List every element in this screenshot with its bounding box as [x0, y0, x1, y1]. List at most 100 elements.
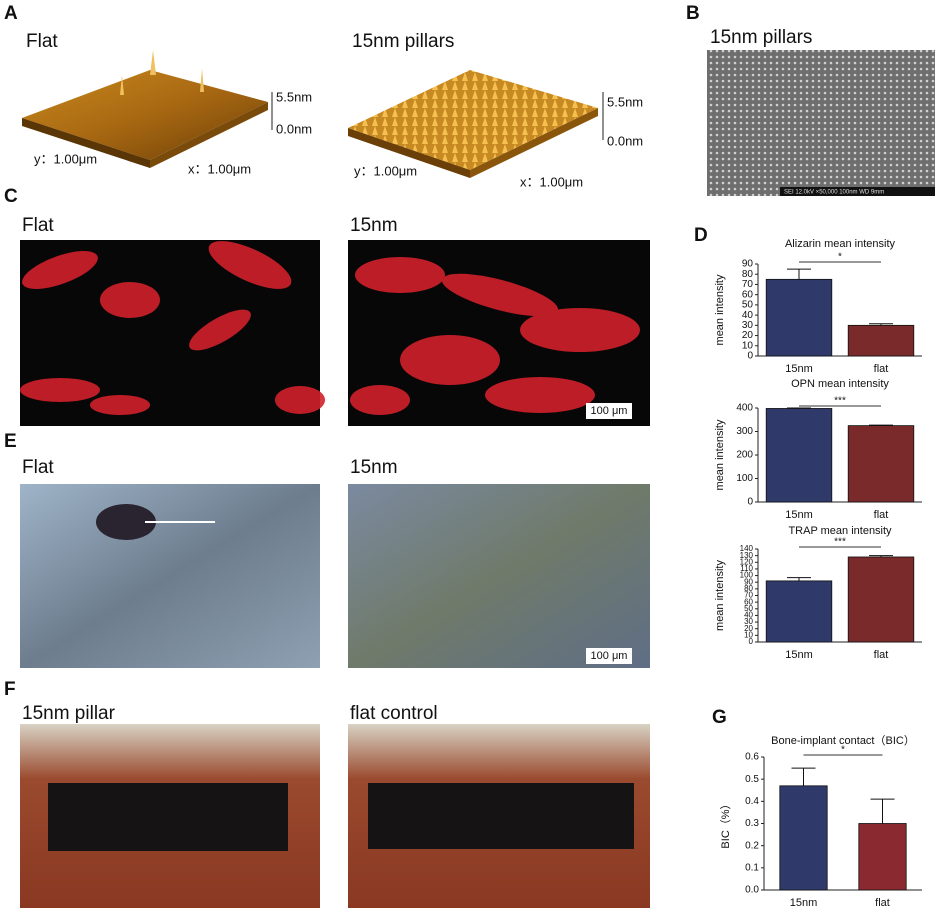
afm-edge — [150, 102, 268, 168]
y-tick-label: 90 — [742, 259, 754, 270]
y-tick-label: 90 — [744, 577, 753, 586]
z-label: 0.0nm — [276, 121, 312, 136]
afm-edge — [348, 128, 470, 178]
scale-bar: 100 μm — [591, 650, 628, 662]
afm-surface — [348, 70, 598, 170]
y-tick-label: 0 — [749, 637, 754, 646]
panel-title: 15nm pillars — [710, 27, 812, 48]
scale-bar: 100 μm — [591, 405, 628, 417]
y-axis-label: mean intensity — [714, 560, 726, 631]
x-tick-label: flat — [874, 363, 889, 375]
x-tick-label: flat — [874, 649, 889, 661]
y-axis-label: BIC（%） — [719, 798, 732, 848]
error-bar — [791, 767, 816, 786]
y-tick-label: 40 — [744, 611, 753, 620]
chart-title: Bone-implant contact（BIC） — [771, 734, 915, 747]
y-tick-label: 30 — [742, 320, 754, 331]
y-tick-label: 110 — [740, 564, 753, 573]
y-tick-label: 40 — [742, 310, 754, 321]
sem-infobar — [780, 187, 935, 196]
significance: *** — [834, 537, 846, 548]
y-tick-label: 50 — [744, 604, 753, 613]
panel-title: Flat — [26, 31, 58, 52]
x-tick-label: 15nm — [790, 897, 818, 909]
axis-extent: y：1.00μm — [354, 163, 417, 178]
x-tick-label: 15nm — [785, 509, 813, 521]
y-tick-label: 400 — [736, 403, 753, 414]
sem-info: SEI 12.0kV ×50,000 100nm WD 9mm — [784, 190, 884, 196]
significance: * — [841, 745, 845, 756]
y-tick-label: 60 — [742, 289, 754, 300]
bar — [765, 278, 833, 357]
y-tick-label: 140 — [740, 544, 754, 553]
axis-extent: x：1.00μm — [188, 161, 251, 176]
y-tick-label: 30 — [744, 617, 753, 626]
y-tick-label: 0.6 — [745, 752, 759, 763]
y-tick-label: 60 — [744, 597, 753, 606]
panel-title: flat control — [350, 703, 438, 724]
panel-letter: D — [694, 225, 708, 246]
x-tick-label: 15nm — [785, 649, 813, 661]
y-tick-label: 100 — [736, 473, 753, 484]
scale-bar-box — [586, 403, 632, 419]
panel-letter: E — [4, 431, 17, 452]
histology-feature — [96, 504, 156, 540]
y-tick-label: 20 — [742, 330, 754, 341]
scale-bar-box — [586, 648, 632, 664]
y-tick-label: 0 — [747, 497, 753, 508]
y-tick-label: 0 — [747, 351, 753, 362]
implant — [368, 783, 634, 849]
significance: *** — [834, 396, 846, 407]
y-axis-label: mean intensity — [714, 274, 726, 345]
y-axis-label: mean intensity — [714, 419, 726, 490]
error-bar — [869, 323, 893, 326]
y-tick-label: 0.2 — [745, 840, 759, 851]
chart-title: TRAP mean intensity — [788, 525, 892, 537]
implant — [48, 783, 288, 851]
significance: * — [838, 252, 842, 263]
y-tick-label: 70 — [744, 591, 753, 600]
histology-image — [20, 484, 320, 668]
y-tick-label: 10 — [742, 340, 754, 351]
error-bar — [870, 798, 895, 824]
y-tick-label: 0.1 — [745, 862, 759, 873]
panel-letter: F — [4, 679, 16, 700]
axis-extent: y：1.00μm — [34, 151, 97, 166]
bar — [847, 324, 915, 357]
y-tick-label: 70 — [742, 279, 754, 290]
chart-title: Alizarin mean intensity — [785, 238, 896, 250]
panel-title: 15nm pillar — [22, 703, 116, 724]
y-tick-label: 0.3 — [745, 818, 759, 829]
bar — [765, 408, 833, 503]
bar — [765, 580, 833, 643]
y-tick-label: 130 — [740, 551, 754, 560]
bar — [847, 556, 915, 643]
y-tick-label: 20 — [744, 624, 753, 633]
error-bar — [787, 577, 811, 581]
error-bar — [787, 268, 811, 280]
y-tick-label: 120 — [740, 557, 754, 566]
z-label: 5.5nm — [276, 89, 312, 104]
panel-title: Flat — [22, 457, 54, 478]
x-tick-label: flat — [874, 509, 889, 521]
bar — [847, 425, 915, 503]
sem-image — [707, 50, 935, 196]
bar — [858, 823, 907, 891]
afm-edge — [470, 108, 598, 178]
x-tick-label: flat — [875, 897, 890, 909]
error-bar — [869, 555, 893, 557]
panel-letter: C — [4, 186, 18, 207]
afm-surface — [22, 70, 268, 160]
panel-title: 15nm pillars — [352, 31, 454, 52]
z-label: 5.5nm — [607, 94, 643, 109]
panel-letter: A — [4, 3, 18, 24]
y-tick-label: 80 — [744, 584, 753, 593]
panel-letter: G — [712, 707, 727, 728]
panel-title: Flat — [22, 215, 54, 236]
y-tick-label: 10 — [744, 630, 753, 639]
z-label: 0.0nm — [607, 133, 643, 148]
y-tick-label: 0.0 — [745, 885, 759, 896]
y-tick-label: 80 — [742, 269, 754, 280]
cells — [350, 257, 640, 415]
